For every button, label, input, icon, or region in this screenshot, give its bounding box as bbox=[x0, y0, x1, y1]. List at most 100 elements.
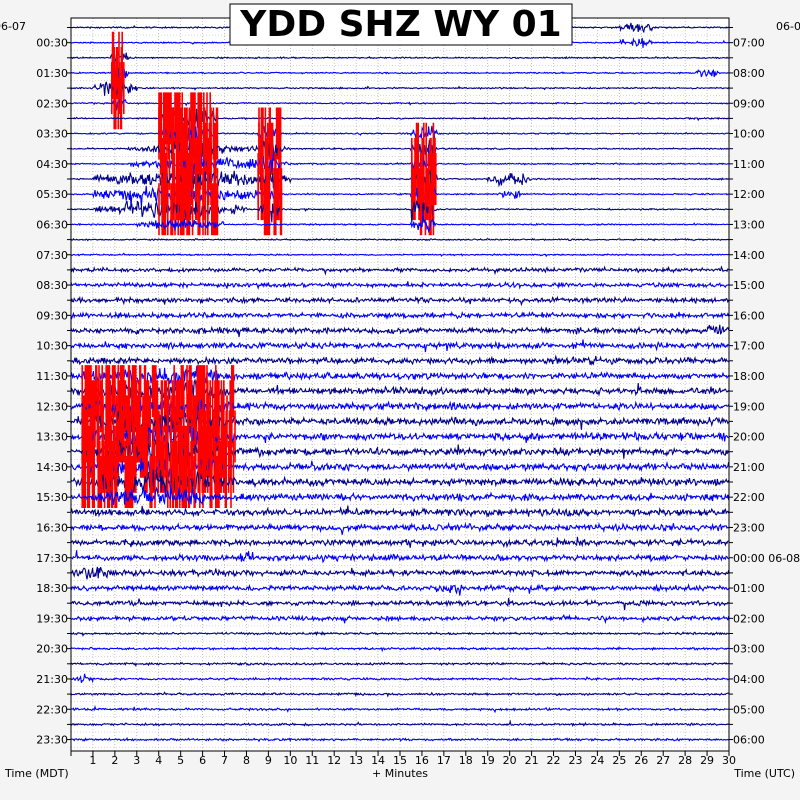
y-tick-label-left: 15:30 bbox=[36, 491, 68, 504]
y-tick-label-left: 23:30 bbox=[36, 734, 68, 747]
seismic-trace bbox=[70, 536, 729, 549]
y-tick-label-left: 22:30 bbox=[36, 703, 68, 716]
x-tick-label: 22 bbox=[547, 754, 561, 767]
seismic-trace bbox=[70, 521, 729, 535]
trace-layer bbox=[70, 22, 730, 743]
y-tick-label-left: 12:30 bbox=[36, 400, 68, 413]
seismic-trace bbox=[70, 280, 729, 290]
y-tick-label-right: 07:00 bbox=[733, 37, 765, 50]
x-tick-label: 19 bbox=[481, 754, 495, 767]
x-axis-label: + Minutes bbox=[372, 767, 428, 780]
x-tick-label: 3 bbox=[133, 754, 140, 767]
y-tick-label-right: 09:00 bbox=[733, 97, 765, 110]
y-tick-label-right: 02:00 bbox=[733, 612, 765, 625]
y-tick-label-left: 18:30 bbox=[36, 582, 68, 595]
x-tick-label: 20 bbox=[503, 754, 517, 767]
y-axis-right-label: Time (UTC) bbox=[733, 767, 795, 780]
y-tick-label-right: 10:00 bbox=[733, 128, 765, 141]
x-tick-label: 9 bbox=[265, 754, 272, 767]
seismic-trace bbox=[70, 661, 729, 667]
x-tick-label: 16 bbox=[415, 754, 429, 767]
seismic-trace bbox=[70, 49, 729, 66]
seismic-trace bbox=[70, 630, 729, 637]
tick-layer bbox=[67, 27, 733, 756]
x-tick-label: 14 bbox=[371, 754, 385, 767]
x-tick-label: 6 bbox=[199, 754, 206, 767]
x-tick-label: 23 bbox=[568, 754, 582, 767]
y-tick-label-left: 10:30 bbox=[36, 340, 68, 353]
y-tick-label-left: 19:30 bbox=[36, 612, 68, 625]
y-tick-label-right: 08:00 bbox=[733, 67, 765, 80]
y-tick-label-right: 14:00 bbox=[733, 249, 765, 262]
seismic-trace bbox=[70, 310, 730, 320]
clipped-segment bbox=[113, 77, 123, 130]
date-right-label: 06-0 bbox=[776, 20, 800, 33]
seismic-trace bbox=[70, 597, 729, 611]
x-tick-label: 4 bbox=[155, 754, 162, 767]
seismic-trace bbox=[70, 365, 730, 389]
seismic-trace bbox=[70, 411, 730, 434]
x-tick-label: 28 bbox=[678, 754, 692, 767]
y-tick-label-right: 03:00 bbox=[733, 643, 765, 656]
seismic-trace bbox=[70, 484, 730, 506]
date-left-label: 06-07 bbox=[0, 20, 26, 33]
y-tick-label-left: 04:30 bbox=[36, 158, 68, 171]
x-tick-label: 1 bbox=[89, 754, 96, 767]
x-tick-label: 21 bbox=[525, 754, 539, 767]
x-tick-label: 5 bbox=[177, 754, 184, 767]
seismic-trace bbox=[70, 673, 729, 684]
y-tick-label-right: 06:00 bbox=[733, 734, 765, 747]
seismic-trace bbox=[70, 613, 730, 625]
seismic-trace bbox=[70, 81, 730, 115]
seismic-trace bbox=[70, 550, 729, 564]
y-tick-label-right: 23:00 bbox=[733, 521, 765, 534]
seismic-trace bbox=[71, 566, 730, 580]
chart-title: YDD SHZ WY 01 bbox=[239, 4, 561, 45]
y-tick-label-left: 05:30 bbox=[36, 188, 68, 201]
seismic-trace bbox=[70, 719, 729, 728]
x-tick-label: 25 bbox=[612, 754, 626, 767]
y-tick-label-left: 02:30 bbox=[36, 97, 68, 110]
y-tick-label-left: 09:30 bbox=[36, 309, 68, 322]
y-tick-label-left: 00:30 bbox=[36, 37, 68, 50]
seismic-trace bbox=[70, 324, 730, 338]
seismic-trace bbox=[70, 691, 729, 698]
y-tick-label-right: 05:00 bbox=[733, 703, 765, 716]
y-tick-label-left: 13:30 bbox=[36, 431, 68, 444]
y-tick-label-left: 01:30 bbox=[36, 67, 68, 80]
y-tick-label-left: 07:30 bbox=[36, 249, 68, 262]
y-tick-label-left: 17:30 bbox=[36, 552, 68, 565]
y-tick-label-right: 19:00 bbox=[733, 400, 765, 413]
y-axis-left-label: Time (MDT) bbox=[4, 767, 69, 780]
x-tick-label: 24 bbox=[590, 754, 604, 767]
x-tick-label: 30 bbox=[722, 754, 736, 767]
x-tick-label: 18 bbox=[459, 754, 473, 767]
title-box bbox=[229, 3, 573, 46]
x-tick-label: 10 bbox=[283, 754, 297, 767]
seismic-trace bbox=[70, 252, 729, 258]
x-tick-label: 13 bbox=[349, 754, 363, 767]
seismic-trace bbox=[70, 582, 730, 596]
y-tick-label-right: 22:00 bbox=[733, 491, 765, 504]
y-tick-label-right: 12:00 bbox=[733, 188, 765, 201]
seismic-trace bbox=[70, 736, 729, 743]
y-tick-label-left: 20:30 bbox=[36, 643, 68, 656]
grid-layer bbox=[71, 18, 729, 751]
clipped-segment bbox=[158, 183, 435, 236]
x-tick-label: 27 bbox=[656, 754, 670, 767]
seismic-trace bbox=[70, 295, 730, 307]
y-tick-label-right: 17:00 bbox=[733, 340, 765, 353]
y-tick-label-left: 06:30 bbox=[36, 218, 68, 231]
y-tick-label-right: 04:00 bbox=[733, 673, 765, 686]
y-tick-label-right: 01:00 bbox=[733, 582, 765, 595]
y-tick-label-left: 03:30 bbox=[36, 128, 68, 141]
x-tick-label: 11 bbox=[305, 754, 319, 767]
y-tick-label-right: 00:00 06-08 bbox=[733, 552, 800, 565]
seismic-trace bbox=[70, 705, 729, 714]
label-layer: 1 2 3 4 5 6 7 8 9 10 11 12 13 14 15 16 17 18 19 20 21 22 23 24 2… bbox=[36, 37, 800, 767]
y-tick-label-left: 14:30 bbox=[36, 461, 68, 474]
y-tick-label-right: 11:00 bbox=[733, 158, 765, 171]
y-tick-label-right: 13:00 bbox=[733, 218, 765, 231]
y-tick-label-right: 15:00 bbox=[733, 279, 765, 292]
